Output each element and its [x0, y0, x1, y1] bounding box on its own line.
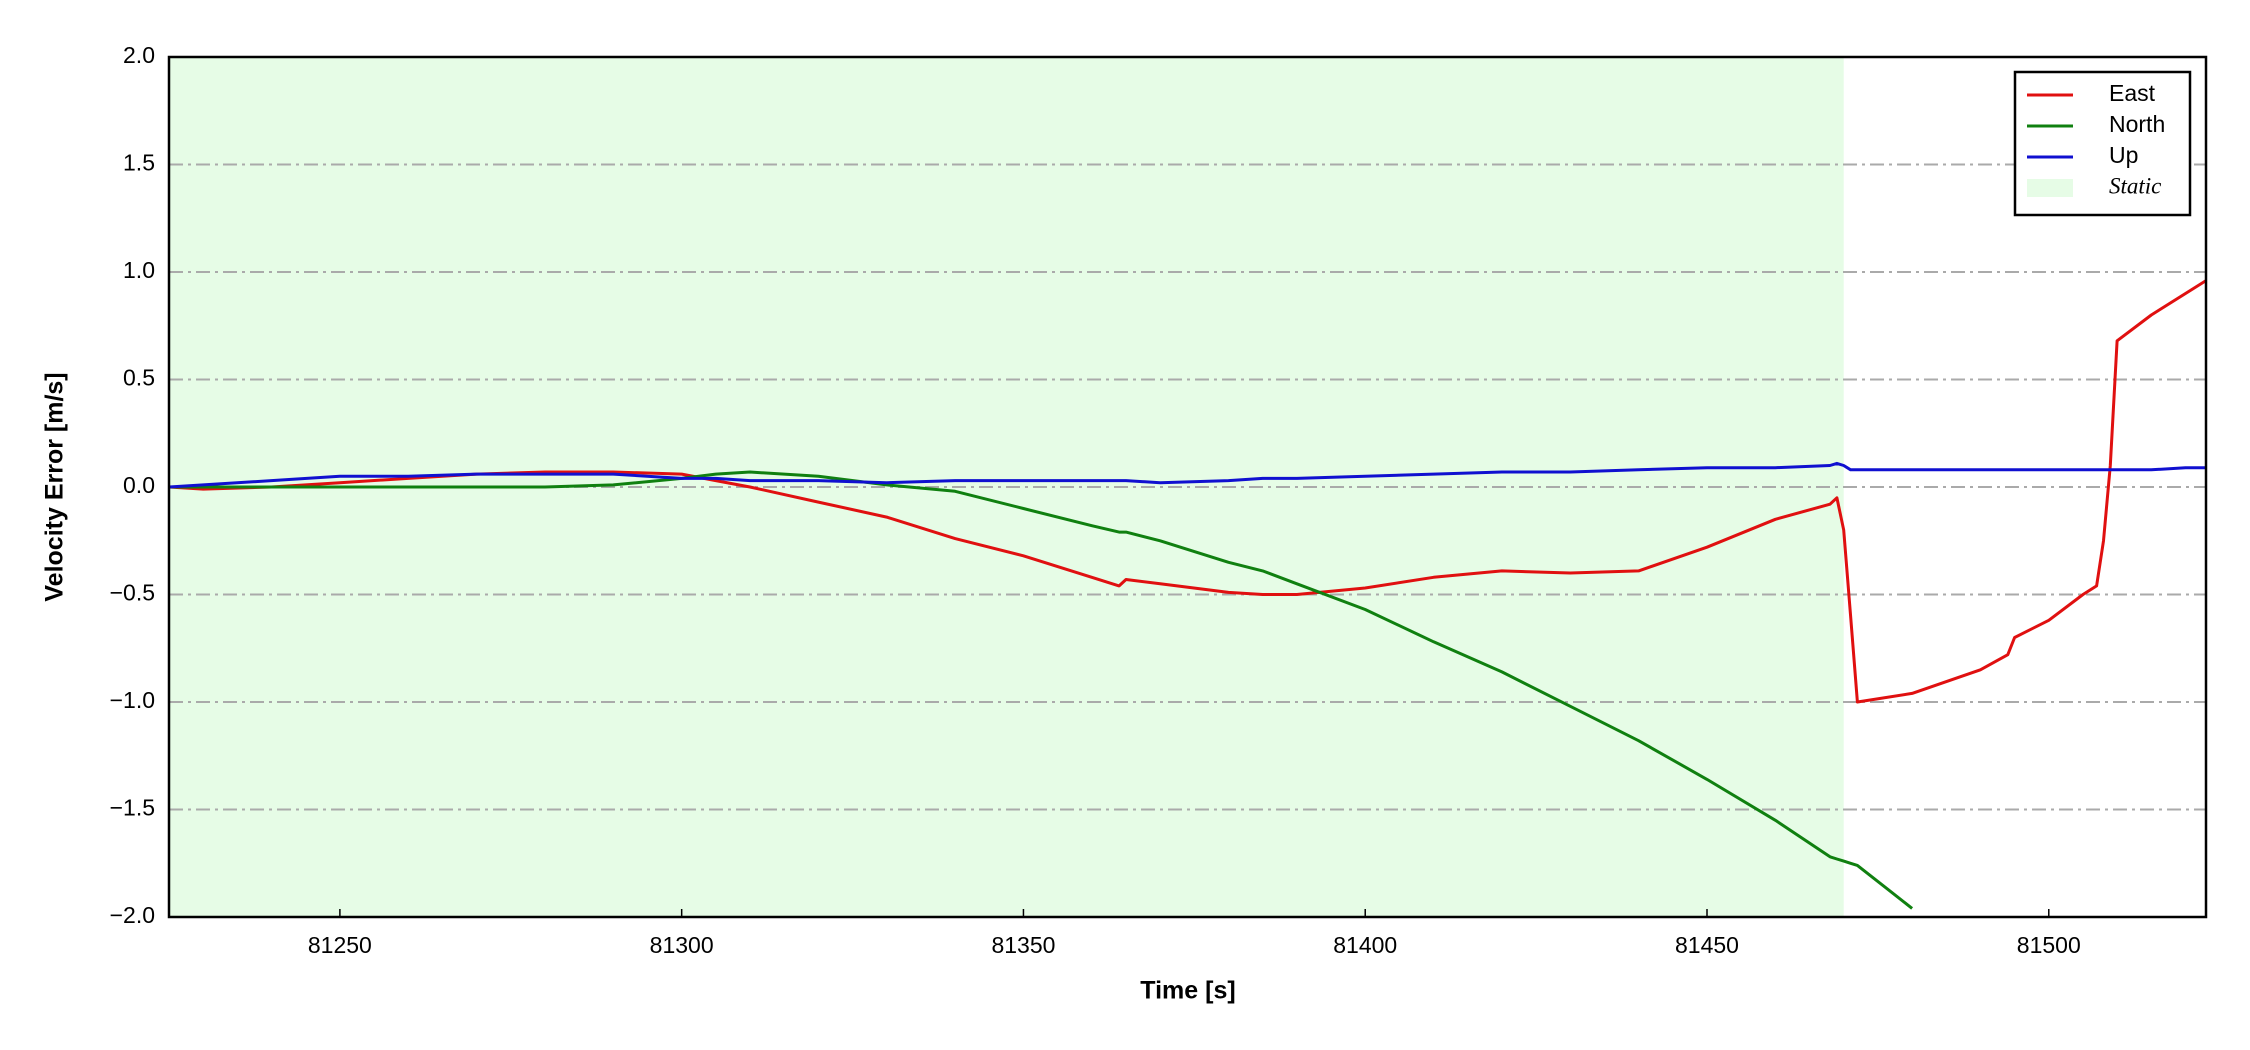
y-tick-label: 0.0 — [123, 472, 155, 498]
y-tick-label: −2.0 — [110, 902, 155, 928]
y-tick-label: 1.5 — [123, 150, 155, 176]
legend-swatch — [2027, 179, 2073, 197]
x-tick-label: 81250 — [308, 932, 372, 958]
series-line — [169, 470, 1914, 910]
legend-label: Up — [2109, 142, 2138, 168]
y-tick-label: 1.0 — [123, 257, 155, 283]
plot-lines — [169, 279, 2206, 910]
x-tick-label: 81500 — [2017, 932, 2081, 958]
y-tick-label: −1.5 — [110, 795, 155, 821]
x-tick-label: 81450 — [1675, 932, 1739, 958]
series-line — [169, 461, 2206, 489]
y-tick-label: 0.5 — [123, 365, 155, 391]
x-axis-label: Time [s] — [1140, 977, 1235, 1005]
legend-label: East — [2109, 80, 2156, 106]
y-tick-label: 2.0 — [123, 42, 155, 68]
y-tick-label: −1.0 — [110, 687, 155, 713]
legend-label: Static — [2109, 173, 2161, 198]
series-line — [169, 279, 2206, 704]
x-tick-label: 81300 — [650, 932, 714, 958]
plot-frame — [167, 55, 2208, 919]
y-tick-label: −0.5 — [110, 580, 155, 606]
legend-label: North — [2109, 111, 2165, 137]
y-axis-label: Velocity Error [m/s] — [41, 372, 69, 601]
x-tick-label: 81400 — [1333, 932, 1397, 958]
x-tick-label: 81350 — [991, 932, 1055, 958]
